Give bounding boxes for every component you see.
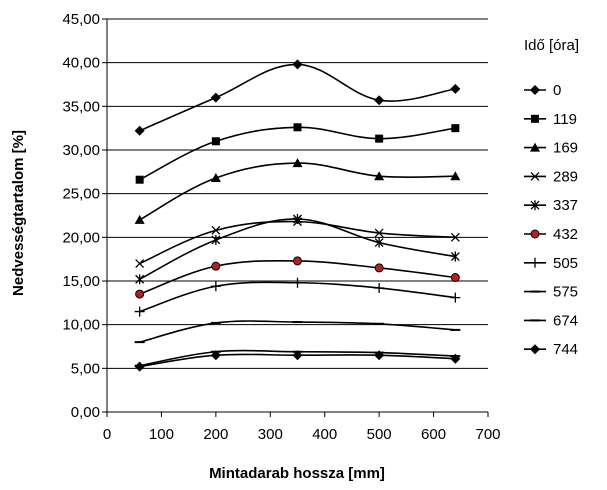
legend-marker-169 xyxy=(530,142,540,152)
data-point-744-4 xyxy=(450,353,461,364)
x-tick-label-0: 0 xyxy=(103,426,111,443)
data-point-432-2 xyxy=(293,256,302,266)
legend-marker-289 xyxy=(530,171,540,181)
legend-label-674: 674 xyxy=(553,312,578,329)
y-tick-label-1: 5,00 xyxy=(71,360,100,377)
x-axis-title: Mintadarab hossza [mm] xyxy=(209,465,385,482)
data-point-0-0 xyxy=(134,125,145,136)
data-point-119-0 xyxy=(135,175,144,184)
data-point-0-2 xyxy=(292,59,303,70)
x-tick-label-5: 500 xyxy=(367,426,392,443)
data-point-432-4 xyxy=(450,273,460,283)
legend-label-432: 432 xyxy=(553,226,578,243)
data-point-119-1 xyxy=(211,137,220,146)
data-point-505-2 xyxy=(292,277,303,288)
series-line-337 xyxy=(139,218,456,280)
y-tick-label-0: 0,00 xyxy=(71,404,100,421)
data-point-432-1 xyxy=(211,261,221,271)
data-point-119-3 xyxy=(375,134,384,143)
x-tick-label-6: 600 xyxy=(421,426,446,443)
legend-title: Idő [óra] xyxy=(524,37,579,54)
data-point-119-4 xyxy=(451,124,460,133)
data-point-169-0 xyxy=(134,214,145,224)
y-tick-label-8: 40,00 xyxy=(62,55,100,72)
data-point-289-4 xyxy=(450,232,460,242)
series-line-169 xyxy=(139,162,456,221)
legend-label-744: 744 xyxy=(553,341,578,358)
x-tick-label-1: 100 xyxy=(149,426,174,443)
x-tick-label-2: 200 xyxy=(203,426,228,443)
y-tick-label-3: 15,00 xyxy=(62,273,100,290)
legend-marker-0 xyxy=(530,85,540,95)
legend: 0 119 169 289 337 432 505 575 674 744 xyxy=(524,82,578,358)
data-point-0-3 xyxy=(374,95,385,106)
data-point-0-4 xyxy=(450,83,461,94)
legend-label-289: 289 xyxy=(553,168,578,185)
data-point-337-0 xyxy=(135,274,145,285)
data-point-744-0 xyxy=(134,361,145,372)
data-point-337-4 xyxy=(450,251,460,262)
data-point-119-2 xyxy=(293,123,302,132)
data-point-169-1 xyxy=(210,172,221,182)
data-point-289-1 xyxy=(211,225,221,235)
x-tick-label-3: 300 xyxy=(258,426,283,443)
x-tick-label-4: 400 xyxy=(312,426,337,443)
data-point-432-3 xyxy=(374,263,384,273)
legend-marker-505 xyxy=(530,257,540,268)
legend-marker-337 xyxy=(530,200,540,211)
y-tick-label-2: 10,00 xyxy=(62,317,100,334)
data-point-337-3 xyxy=(374,237,384,248)
data-point-289-3 xyxy=(374,228,384,238)
legend-label-119: 119 xyxy=(553,111,577,128)
y-tick-label-5: 25,00 xyxy=(62,186,100,203)
axes: 0,00 5,00 10,00 15,00 20,00 25,00 30,00 35,00 40… xyxy=(62,11,500,443)
legend-marker-432 xyxy=(530,229,540,239)
data-point-505-0 xyxy=(134,306,145,317)
data-point-505-3 xyxy=(374,282,385,293)
x-tick-label-7: 700 xyxy=(475,426,500,443)
data-point-169-2 xyxy=(292,158,303,168)
legend-label-575: 575 xyxy=(553,284,578,301)
y-tick-label-4: 20,00 xyxy=(62,229,100,246)
y-tick-label-6: 30,00 xyxy=(62,142,100,159)
data-point-169-3 xyxy=(374,171,385,181)
data-point-337-2 xyxy=(293,213,302,224)
legend-marker-119 xyxy=(531,114,539,123)
data-point-289-0 xyxy=(135,259,145,268)
data-point-744-1 xyxy=(210,350,221,361)
grid-lines xyxy=(107,18,488,369)
legend-label-0: 0 xyxy=(553,82,561,99)
series-line-119 xyxy=(139,126,456,181)
legend-label-337: 337 xyxy=(553,197,578,214)
data-point-0-1 xyxy=(210,92,221,103)
data-point-337-1 xyxy=(211,234,221,245)
data-point-505-1 xyxy=(210,281,221,292)
data-point-432-0 xyxy=(135,289,145,299)
data-point-744-2 xyxy=(292,350,303,361)
y-tick-label-7: 35,00 xyxy=(62,98,100,115)
legend-label-169: 169 xyxy=(553,140,578,157)
data-point-744-3 xyxy=(374,350,385,361)
y-tick-label-9: 45,00 xyxy=(62,11,100,28)
series-markers xyxy=(134,59,461,372)
legend-label-505: 505 xyxy=(553,255,578,272)
legend-marker-744 xyxy=(530,344,540,355)
y-axis-title: Nedvességtartalom [%] xyxy=(10,130,27,296)
data-point-505-4 xyxy=(450,292,461,303)
series-line-0 xyxy=(139,63,456,132)
series-line-432 xyxy=(139,259,456,295)
data-point-169-4 xyxy=(450,171,461,181)
